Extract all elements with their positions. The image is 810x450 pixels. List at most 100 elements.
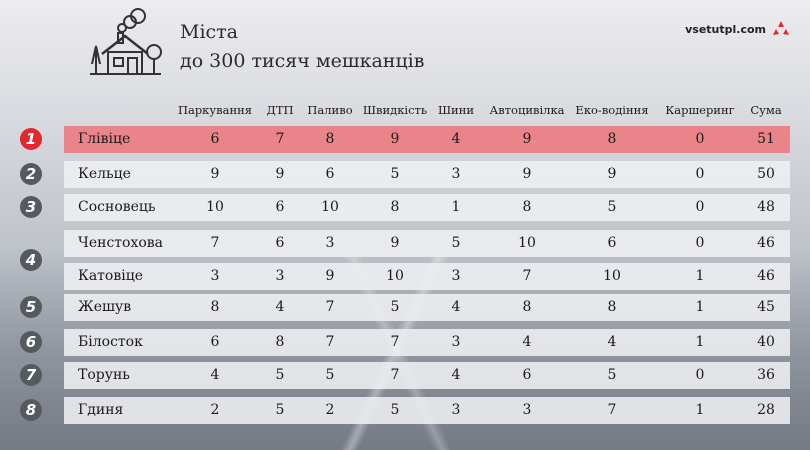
table-row: Жешув 8 4 7 5 4 8 8 1 45 (64, 294, 790, 321)
cell-value: 50 (757, 166, 775, 182)
cell-value: 45 (757, 299, 775, 315)
cell-value: 2 (325, 402, 335, 418)
cell-value: 10 (386, 268, 404, 284)
column-header: Еко-водіння (575, 103, 649, 117)
cell-value: 9 (390, 131, 400, 147)
table-header: Паркування ДТП Паливо Швидкість Шини Автоциві… (0, 103, 810, 119)
city-name: Ченстохова (78, 235, 164, 251)
cell-value: 5 (607, 367, 617, 383)
cell-value: 5 (451, 235, 461, 251)
cell-value: 10 (518, 235, 536, 251)
city-name: Гдиня (78, 402, 124, 418)
cell-value: 1 (695, 402, 705, 418)
column-header: Швидкість (362, 103, 428, 117)
cell-value: 5 (275, 402, 285, 418)
cell-value: 1 (451, 199, 461, 215)
cell-value: 9 (275, 166, 285, 182)
cell-value: 1 (695, 268, 705, 284)
table-row: Білосток 6 8 7 7 3 4 4 1 40 (64, 329, 790, 356)
cell-value: 6 (607, 235, 617, 251)
cell-value: 9 (210, 166, 220, 182)
cell-value: 7 (325, 299, 335, 315)
table-row: Сосновець 10 6 10 8 1 8 5 0 48 (64, 194, 790, 221)
cell-value: 46 (757, 235, 775, 251)
cell-value: 6 (210, 131, 220, 147)
brand[interactable]: vsetutpl.com (685, 20, 790, 38)
column-header: Каршеринг (665, 103, 735, 117)
cell-value: 0 (695, 235, 705, 251)
cell-value: 10 (206, 199, 224, 215)
cell-value: 3 (451, 334, 461, 350)
cell-value: 0 (695, 131, 705, 147)
page-title: Міста до 300 тисяч мешканців (180, 18, 424, 76)
cell-value: 10 (321, 199, 339, 215)
cell-value: 8 (522, 199, 532, 215)
brand-text[interactable]: vsetutpl.com (685, 22, 766, 36)
rank-badge: 2 (20, 163, 42, 185)
rank-badge: 3 (20, 196, 42, 218)
cell-value: 4 (451, 367, 461, 383)
rank-badge: 1 (20, 128, 42, 150)
cell-value: 3 (275, 268, 285, 284)
cell-value: 48 (757, 199, 775, 215)
cell-value: 5 (325, 367, 335, 383)
cell-value: 8 (522, 299, 532, 315)
cell-value: 5 (607, 199, 617, 215)
cell-value: 4 (522, 334, 532, 350)
cell-value: 7 (275, 131, 285, 147)
table-row: Катовіце 3 3 9 10 3 7 10 1 46 (64, 263, 790, 290)
cell-value: 5 (390, 299, 400, 315)
column-header: Паливо (307, 103, 353, 117)
cell-value: 10 (603, 268, 621, 284)
table-row: Гдиня 2 5 2 5 3 3 7 1 28 (64, 397, 790, 424)
cell-value: 36 (757, 367, 775, 383)
city-name: Катовіце (78, 268, 144, 284)
cell-value: 3 (451, 268, 461, 284)
rank-badge: 4 (20, 249, 42, 271)
cell-value: 4 (607, 334, 617, 350)
cell-value: 8 (325, 131, 335, 147)
title-line-2: до 300 тисяч мешканців (180, 50, 425, 72)
cell-value: 28 (757, 402, 775, 418)
table-row: Ченстохова 7 6 3 9 5 10 6 0 46 (64, 230, 790, 257)
title-line-1: Міста (180, 21, 239, 43)
table-row: Глівіце 6 7 8 9 4 9 8 0 51 (64, 126, 790, 153)
cell-value: 8 (210, 299, 220, 315)
city-name: Жешув (78, 299, 132, 315)
city-name: Глівіце (78, 131, 131, 147)
cell-value: 9 (325, 268, 335, 284)
cell-value: 0 (695, 367, 705, 383)
cell-value: 2 (210, 402, 220, 418)
column-header: Автоцивілка (489, 103, 565, 117)
cell-value: 9 (522, 166, 532, 182)
rank-badge: 5 (20, 296, 42, 318)
cell-value: 9 (390, 235, 400, 251)
cell-value: 4 (451, 131, 461, 147)
cell-value: 7 (210, 235, 220, 251)
cell-value: 6 (522, 367, 532, 383)
cell-value: 3 (210, 268, 220, 284)
city-name: Білосток (78, 334, 143, 350)
brand-logo-icon (773, 21, 789, 35)
house-logo-icon (90, 8, 162, 75)
cell-value: 40 (757, 334, 775, 350)
cell-value: 3 (522, 402, 532, 418)
cell-value: 7 (522, 268, 532, 284)
cell-value: 0 (695, 166, 705, 182)
cell-value: 8 (607, 299, 617, 315)
cell-value: 46 (757, 268, 775, 284)
cell-value: 8 (390, 199, 400, 215)
table-row: Торунь 4 5 5 7 4 6 5 0 36 (64, 362, 790, 389)
cell-value: 5 (390, 166, 400, 182)
table-row: Кельце 9 9 6 5 3 9 9 0 50 (64, 161, 790, 188)
city-name: Кельце (78, 166, 131, 182)
cell-value: 8 (275, 334, 285, 350)
cell-value: 4 (275, 299, 285, 315)
column-header: Сума (750, 103, 782, 117)
cell-value: 7 (607, 402, 617, 418)
cell-value: 6 (325, 166, 335, 182)
city-name: Сосновець (78, 199, 156, 215)
cell-value: 8 (607, 131, 617, 147)
cell-value: 5 (390, 402, 400, 418)
cell-value: 6 (210, 334, 220, 350)
